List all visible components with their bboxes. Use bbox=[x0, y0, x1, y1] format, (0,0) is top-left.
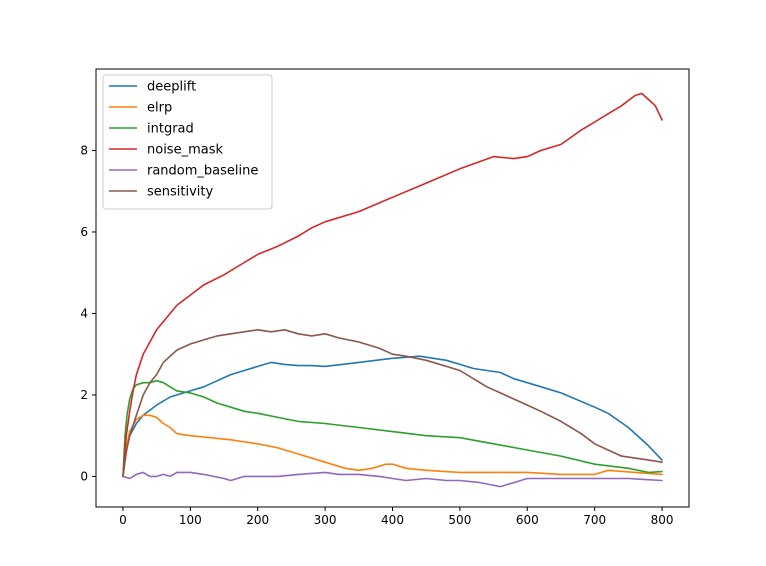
x-tick-label: 0 bbox=[119, 513, 127, 527]
x-tick-label: 100 bbox=[179, 513, 202, 527]
x-tick-label: 600 bbox=[516, 513, 539, 527]
x-tick-label: 400 bbox=[381, 513, 404, 527]
series-line-sensitivity bbox=[122, 328, 663, 478]
legend-label-sensitivity: sensitivity bbox=[147, 185, 214, 200]
series-line-elrp bbox=[122, 414, 663, 478]
series-lines bbox=[122, 92, 663, 488]
series-line-deeplift bbox=[122, 355, 663, 478]
series-line-intgrad bbox=[122, 379, 663, 478]
x-tick-label: 500 bbox=[448, 513, 471, 527]
legend-box bbox=[102, 74, 273, 210]
y-tick-label: 0 bbox=[80, 469, 88, 483]
series-line-noise-mask bbox=[122, 92, 663, 478]
y-tick-label: 2 bbox=[80, 388, 88, 402]
x-tick-label: 300 bbox=[314, 513, 337, 527]
legend-label-noise-mask: noise_mask bbox=[147, 143, 223, 158]
legend-label-intgrad: intgrad bbox=[147, 122, 194, 137]
legend-label-deeplift: deeplift bbox=[147, 80, 196, 95]
x-axis: 0 100 200 300 400 500 600 700 800 bbox=[119, 507, 673, 527]
y-tick-label: 8 bbox=[80, 143, 88, 157]
series-line-random-baseline bbox=[122, 471, 663, 488]
y-tick-label: 6 bbox=[80, 225, 88, 239]
legend-label-elrp: elrp bbox=[147, 101, 172, 116]
legend: deeplift elrp intgrad noise_mask random_base… bbox=[102, 74, 273, 210]
legend-label-random-baseline: random_baseline bbox=[147, 164, 258, 179]
x-tick-label: 800 bbox=[651, 513, 674, 527]
x-tick-label: 700 bbox=[583, 513, 606, 527]
y-axis: 0 2 4 6 8 bbox=[80, 143, 96, 483]
x-tick-label: 200 bbox=[246, 513, 269, 527]
y-tick-label: 4 bbox=[80, 306, 88, 320]
